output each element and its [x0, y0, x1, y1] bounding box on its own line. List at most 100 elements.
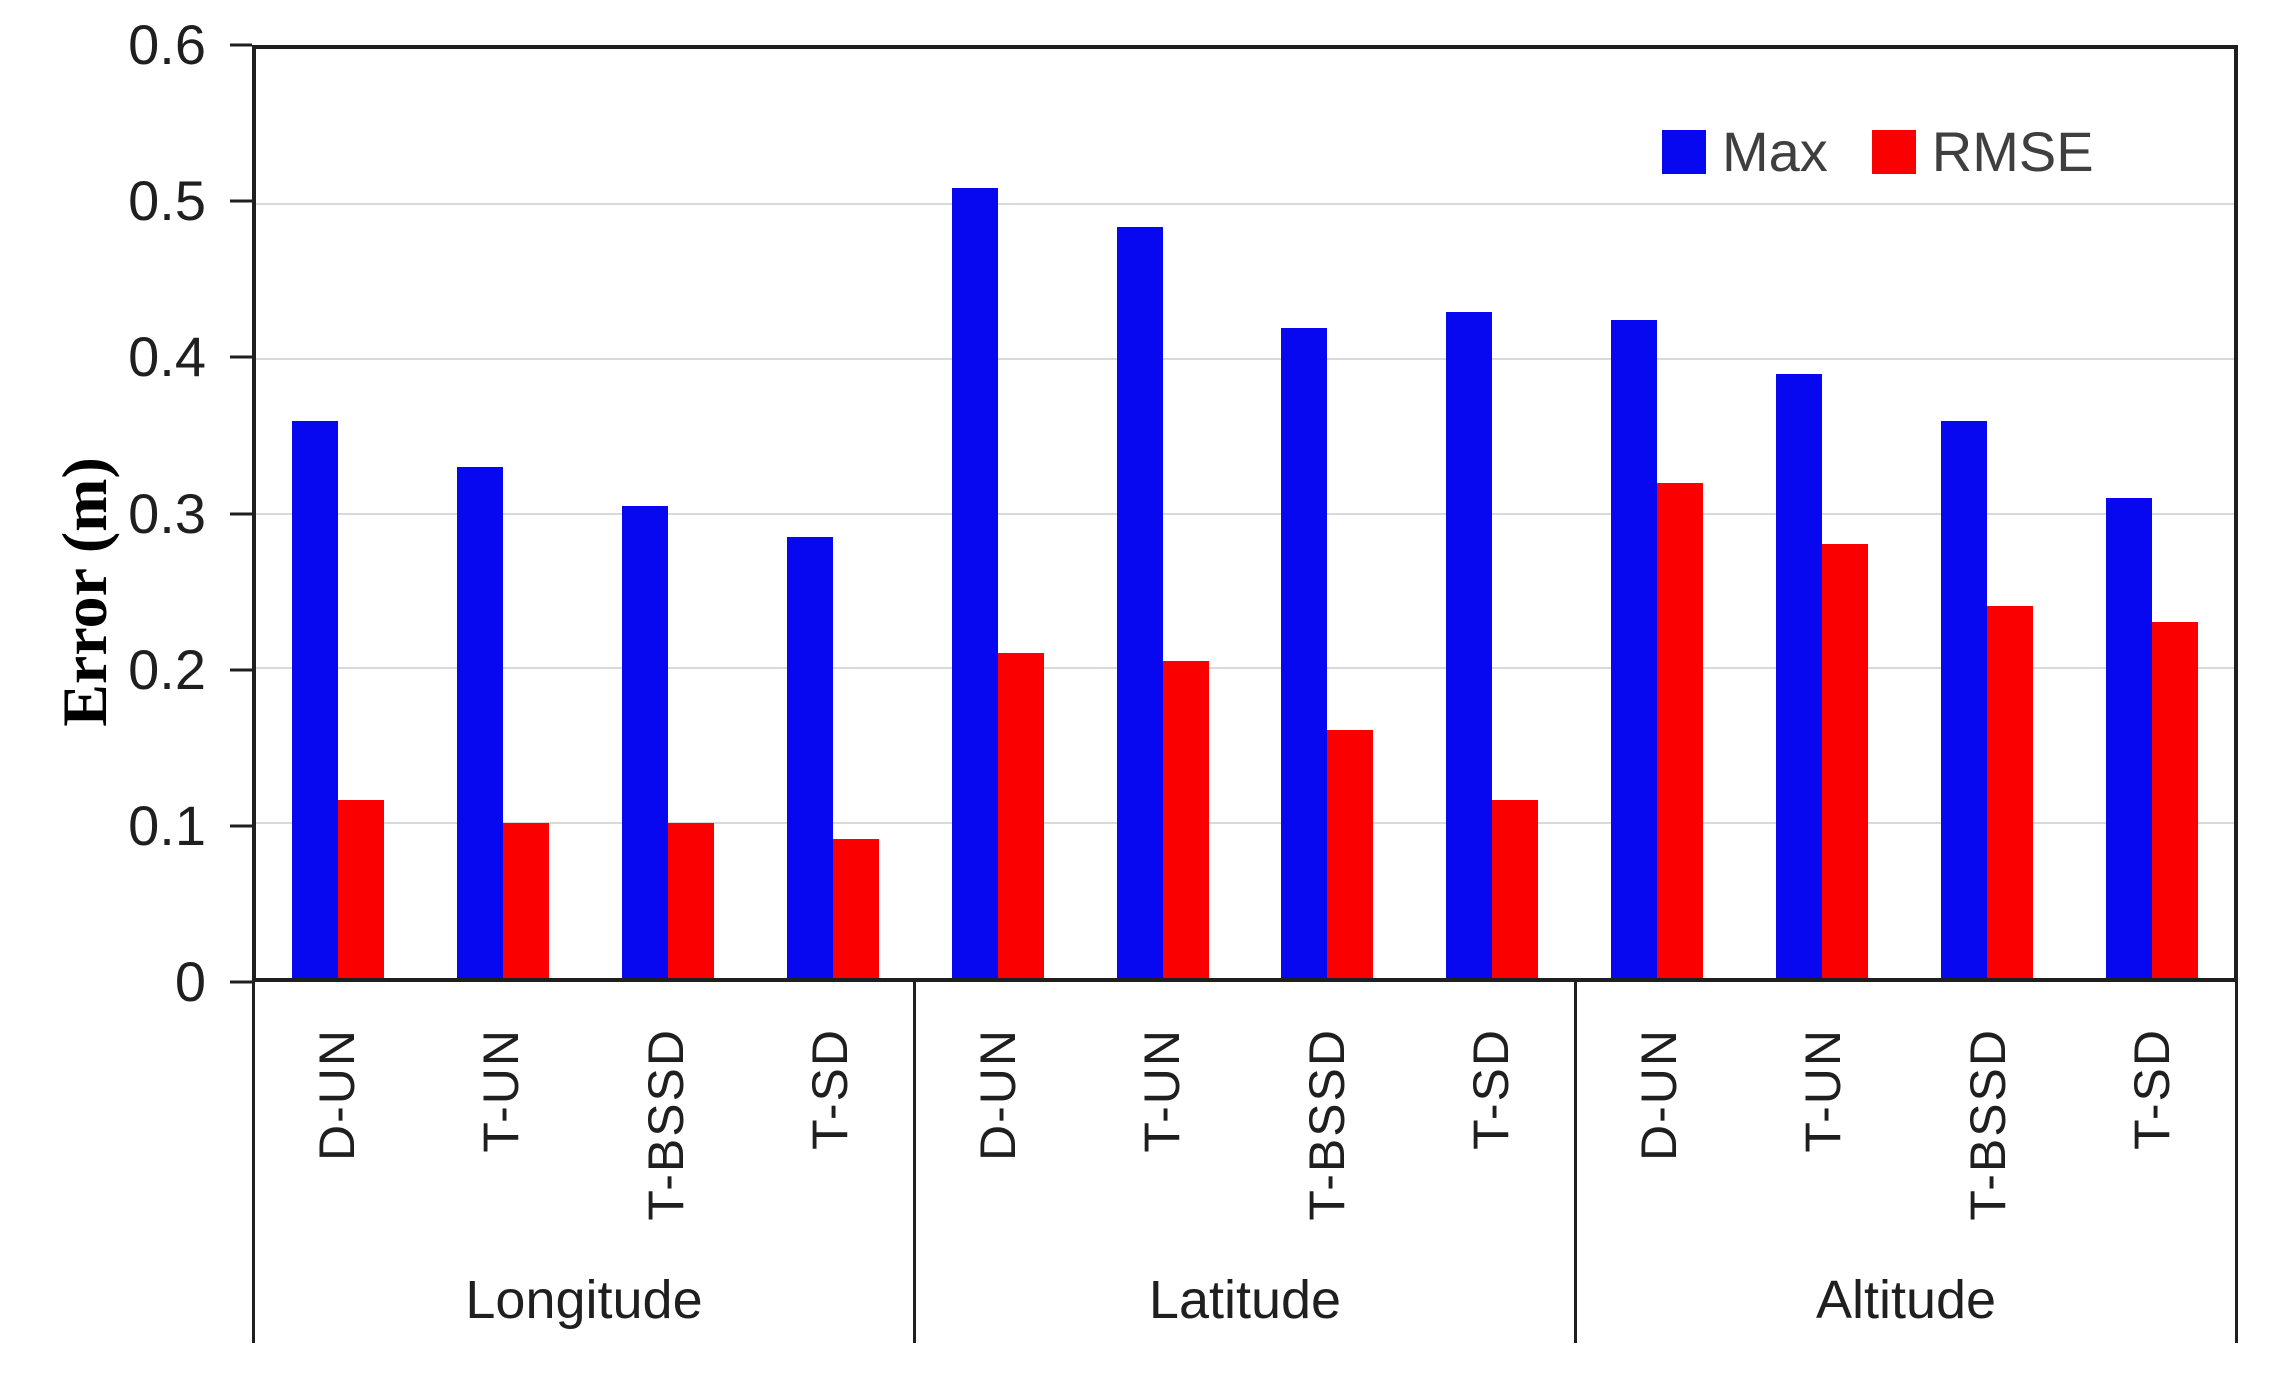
y-axis-tick — [230, 43, 252, 47]
bar-max-longitude-d-un — [292, 420, 339, 978]
bar-max-latitude-d-un — [951, 188, 998, 978]
x-axis-area: D-UN T-UN T-BSSD T-SD Longitude D-UN T-UN T-BSS… — [252, 982, 2238, 1343]
category-label-row: D-UN T-UN T-BSSD T-SD — [255, 982, 913, 1221]
bar-rmse-latitude-t-bssd — [1327, 730, 1374, 978]
bar-max-altitude-t-un — [1775, 374, 1822, 978]
bar-slot-longitude-t-bssd — [586, 49, 751, 978]
category-label: T-UN — [473, 1028, 530, 1153]
category-label: T-BSSD — [1298, 1028, 1355, 1221]
category-label-row: D-UN T-UN T-BSSD T-SD — [1577, 982, 2235, 1221]
bar-slot-latitude-t-bssd — [1245, 49, 1410, 978]
category-label: T-SD — [1463, 1028, 1520, 1150]
category-label: D-UN — [1630, 1028, 1687, 1161]
gridline — [256, 512, 2234, 515]
category-cell: D-UN — [255, 1028, 420, 1221]
bar-rmse-longitude-t-bssd — [668, 823, 715, 978]
category-cell: T-BSSD — [1906, 1028, 2071, 1221]
y-axis-tick — [230, 199, 252, 203]
plot-area — [252, 45, 2238, 982]
category-cell: T-UN — [1742, 1028, 1907, 1221]
category-cell: T-UN — [1081, 1028, 1246, 1221]
bar-rmse-altitude-t-un — [1821, 544, 1868, 978]
bar-max-latitude-t-bssd — [1281, 327, 1328, 978]
x-group-box-longitude: D-UN T-UN T-BSSD T-SD Longitude — [252, 982, 913, 1343]
legend-item-max: Max — [1662, 124, 1828, 180]
bar-rmse-longitude-t-un — [503, 823, 550, 978]
bar-rmse-latitude-t-sd — [1492, 799, 1539, 978]
legend-item-rmse: RMSE — [1871, 120, 2094, 183]
bar-slot-longitude-t-sd — [750, 49, 915, 978]
legend: Max RMSE — [1662, 124, 2094, 180]
bar-rmse-latitude-t-un — [1162, 660, 1209, 978]
y-axis-tick — [230, 512, 252, 515]
category-cell: T-UN — [420, 1028, 585, 1221]
y-axis-tick — [230, 355, 252, 359]
bars-row — [256, 49, 2234, 978]
bar-rmse-altitude-t-sd — [2151, 621, 2198, 978]
category-label: T-BSSD — [637, 1028, 694, 1221]
category-label: T-UN — [1134, 1028, 1191, 1153]
category-label-row: D-UN T-UN T-BSSD T-SD — [916, 982, 1574, 1221]
y-axis-tick-label: 0.1 — [128, 793, 206, 857]
bar-max-latitude-t-un — [1116, 227, 1163, 978]
bar-slot-altitude-d-un — [1575, 49, 1740, 978]
group-label: Altitude — [1815, 1270, 1997, 1330]
y-axis-tick-label: 0 — [174, 950, 206, 1013]
category-cell: T-BSSD — [584, 1028, 749, 1221]
bar-slot-longitude-t-un — [421, 49, 586, 978]
category-cell: T-SD — [1410, 1028, 1575, 1221]
bar-slot-latitude-t-un — [1080, 49, 1245, 978]
category-cell: D-UN — [1577, 1028, 1742, 1221]
x-group-box-altitude: D-UN T-UN T-BSSD T-SD Altitude — [1574, 982, 2238, 1343]
x-group-box-latitude: D-UN T-UN T-BSSD T-SD Latitude — [913, 982, 1574, 1343]
bar-slot-latitude-t-sd — [1410, 49, 1575, 978]
bar-slot-longitude-d-un — [256, 49, 421, 978]
legend-label-max: Max — [1722, 120, 1828, 183]
category-cell: T-BSSD — [1245, 1028, 1410, 1221]
legend-label-rmse: RMSE — [1931, 120, 2094, 183]
legend-swatch-max-icon — [1662, 130, 1706, 174]
bar-max-longitude-t-bssd — [622, 505, 669, 978]
category-label: T-UN — [1795, 1028, 1852, 1153]
category-cell: T-SD — [2071, 1028, 2236, 1221]
gridline — [256, 357, 2234, 360]
y-axis-tick-label: 0.4 — [128, 325, 206, 389]
category-label: D-UN — [308, 1028, 365, 1161]
y-axis-tick-label: 0.6 — [128, 13, 206, 76]
y-axis-tick-label: 0.2 — [128, 637, 206, 701]
gridline — [256, 667, 2234, 670]
y-axis-tick-label: 0.5 — [128, 169, 206, 233]
y-axis-tick — [230, 668, 252, 672]
y-axis-ticks — [230, 43, 252, 984]
bar-max-altitude-t-bssd — [1940, 420, 1987, 978]
category-label: T-SD — [802, 1028, 859, 1150]
y-axis-tick — [230, 980, 252, 984]
bar-slot-latitude-d-un — [915, 49, 1080, 978]
bar-max-longitude-t-un — [457, 467, 504, 978]
category-cell: D-UN — [916, 1028, 1081, 1221]
bar-rmse-latitude-d-un — [997, 652, 1044, 978]
y-axis-tick — [230, 824, 252, 828]
gridline — [256, 822, 2234, 825]
bar-slot-altitude-t-sd — [2069, 49, 2234, 978]
bar-slot-altitude-t-un — [1739, 49, 1904, 978]
gridline — [256, 202, 2234, 205]
bar-rmse-longitude-d-un — [338, 799, 385, 978]
y-axis-tick-labels: 0 0.1 0.2 0.3 0.4 0.5 0.6 — [0, 17, 206, 1010]
bar-rmse-altitude-t-bssd — [1986, 606, 2033, 978]
legend-swatch-rmse-icon — [1871, 130, 1916, 174]
category-label: T-BSSD — [1959, 1028, 2016, 1221]
bar-rmse-longitude-t-sd — [832, 838, 879, 978]
category-cell: T-SD — [749, 1028, 914, 1221]
category-label: T-SD — [2124, 1028, 2181, 1150]
bar-max-altitude-t-sd — [2105, 498, 2152, 978]
group-label: Latitude — [1148, 1270, 1342, 1330]
group-label: Longitude — [465, 1270, 703, 1330]
bar-max-altitude-d-un — [1611, 319, 1658, 978]
bar-max-longitude-t-sd — [786, 536, 833, 978]
bar-slot-altitude-t-bssd — [1904, 49, 2069, 978]
bar-rmse-altitude-d-un — [1657, 482, 1704, 978]
category-label: D-UN — [969, 1028, 1026, 1161]
bar-max-latitude-t-sd — [1446, 312, 1493, 978]
